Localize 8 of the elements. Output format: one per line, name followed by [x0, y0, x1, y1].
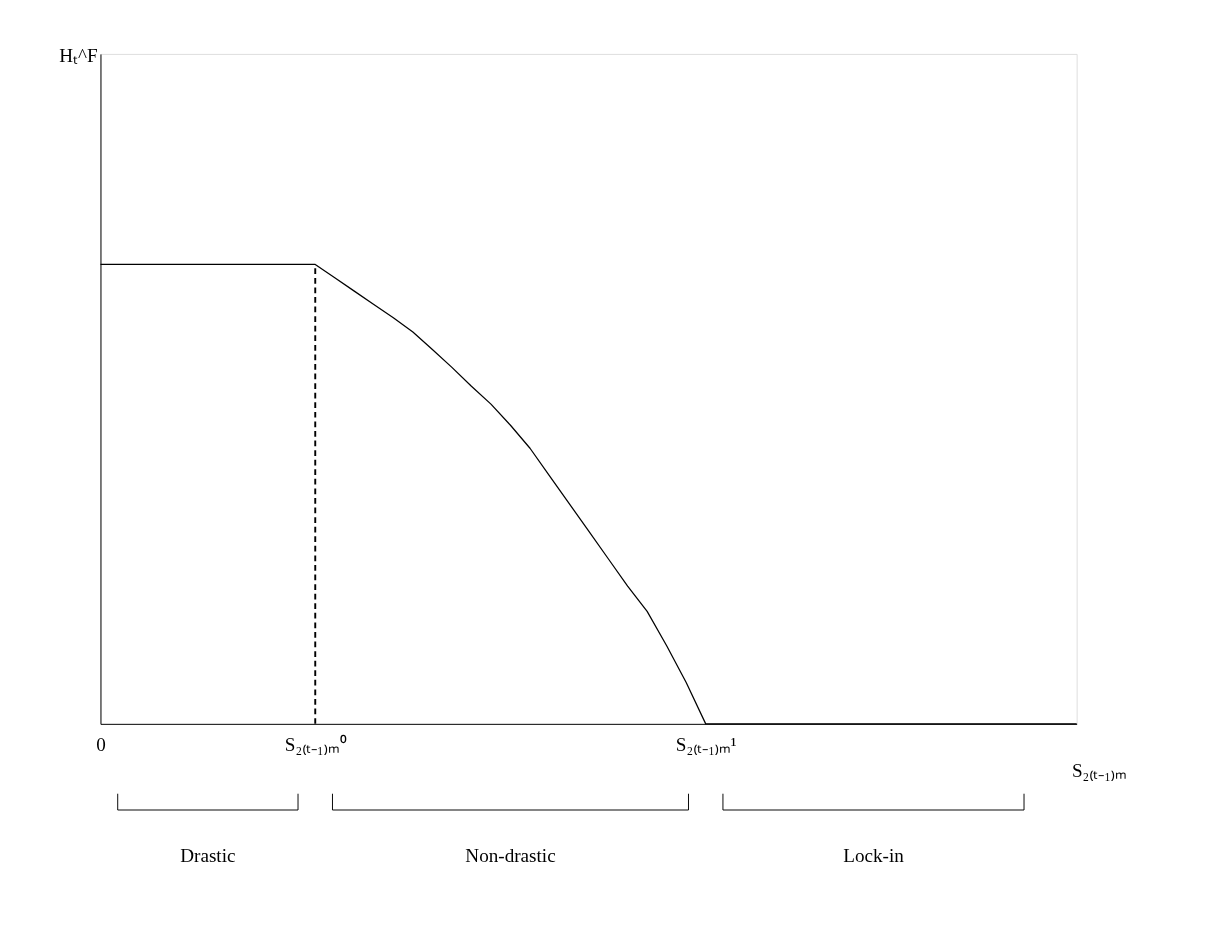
- x-tick-label: S₂₍ₜ₋₁₎ₘ⁰: [284, 734, 347, 756]
- text: Lock-in: [843, 844, 905, 866]
- text: Non-drastic: [465, 844, 556, 866]
- x-axis-title: S₂₍ₜ₋₁₎ₘ: [1071, 760, 1127, 782]
- text: Hₜ^F: [59, 44, 98, 66]
- x-tick-label: S₂₍ₜ₋₁₎ₘ¹: [675, 734, 737, 756]
- x-tick-label: 0: [96, 734, 106, 756]
- text: Drastic: [180, 844, 236, 866]
